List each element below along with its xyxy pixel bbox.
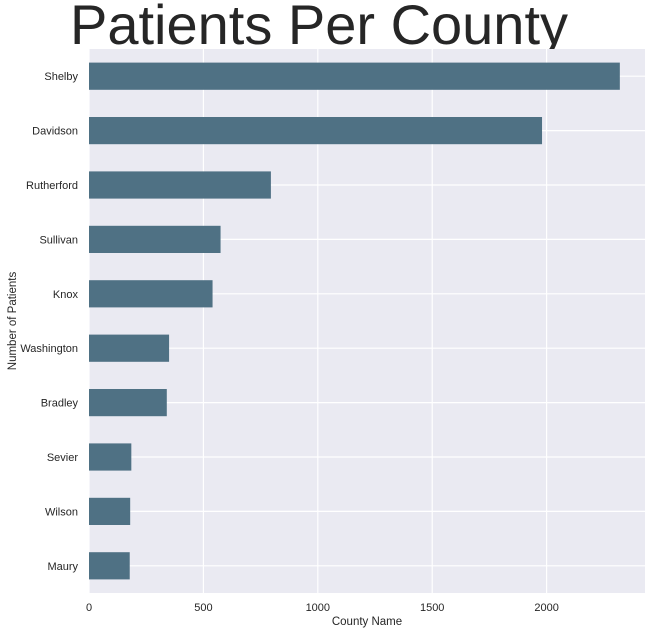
bar-bradley [89,389,167,417]
x-tick-label: 500 [194,602,212,614]
y-tick-label: Bradley [41,398,79,410]
x-tick-labels: 0 500 1000 1500 2000 [86,602,559,614]
bar-sevier [89,443,132,471]
y-tick-label: Shelby [44,71,78,83]
x-axis-label: County Name [332,616,402,628]
x-tick-label: 2000 [534,602,558,614]
y-tick-labels: Shelby Davidson Rutherford Sullivan Knox Wash… [20,71,78,573]
y-tick-label: Sevier [47,452,79,464]
y-tick-label: Knox [53,289,79,301]
bar-knox [89,280,213,308]
bar-washington [89,334,170,362]
y-tick-label: Rutherford [26,180,78,192]
y-tick-label: Wilson [45,506,78,518]
y-tick-label: Sullivan [39,234,78,246]
bars [89,62,620,580]
bar-wilson [89,497,131,525]
y-tick-label: Davidson [32,126,78,138]
x-tick-label: 1500 [420,602,444,614]
bar-davidson [89,117,543,145]
chart-title: Patients Per County [70,0,568,56]
y-tick-label: Maury [47,561,78,573]
x-tick-label: 0 [86,602,92,614]
bar-sullivan [89,225,221,253]
bar-shelby [89,62,620,90]
y-axis-label: Number of Patients [7,272,19,371]
y-tick-label: Washington [20,343,78,355]
x-tick-label: 1000 [306,602,330,614]
bar-rutherford [89,171,271,199]
bar-maury [89,552,130,580]
